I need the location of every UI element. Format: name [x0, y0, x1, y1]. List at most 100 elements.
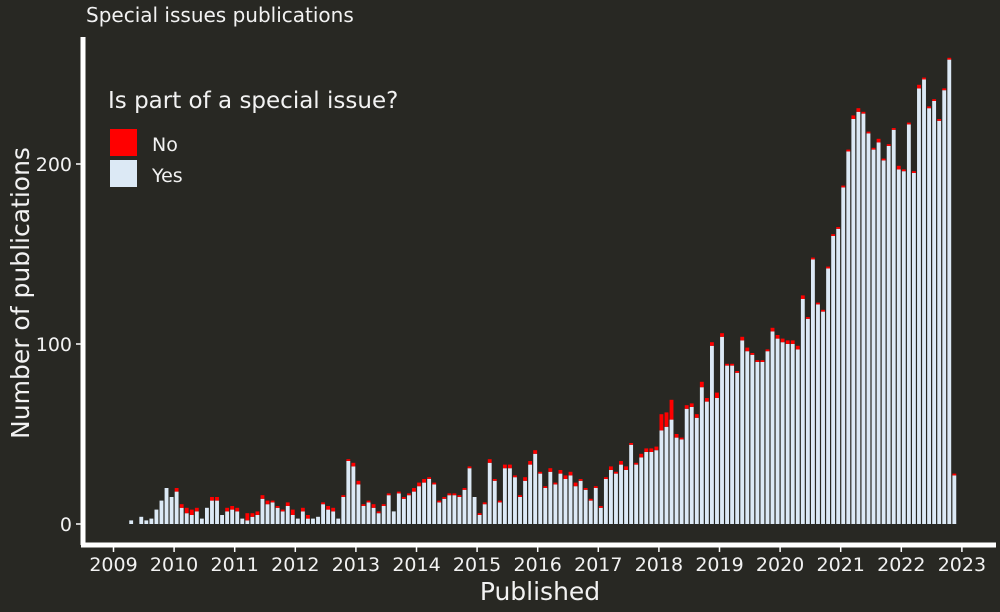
bar-no: [442, 497, 447, 499]
x-tick-label: 2011: [211, 554, 259, 576]
bar-no: [654, 446, 659, 451]
bar-yes: [674, 437, 679, 524]
bar-no: [376, 511, 381, 514]
bar-no: [715, 392, 719, 398]
bar-yes: [427, 479, 432, 524]
y-tick-label: 0: [60, 514, 72, 536]
bar-no: [230, 506, 235, 510]
bar-no: [811, 257, 815, 260]
x-axis-label: Published: [480, 577, 600, 606]
bar-no: [659, 414, 664, 431]
bar-yes: [614, 473, 618, 524]
bar-no: [912, 171, 916, 173]
bar-yes: [144, 520, 149, 524]
bar-no: [285, 502, 290, 506]
bar-yes: [583, 489, 588, 524]
bar-yes: [861, 113, 866, 524]
bar-no: [260, 495, 265, 499]
bar-yes: [250, 516, 255, 524]
bar-no: [548, 468, 553, 472]
bar-no: [730, 363, 735, 366]
bar-no: [189, 509, 194, 515]
bars-layer: [129, 57, 957, 525]
bar-yes: [401, 498, 406, 524]
bar-no: [407, 493, 411, 496]
bar-no: [300, 507, 305, 512]
bar-yes: [800, 299, 805, 524]
bar-no: [871, 147, 876, 150]
bar-yes: [311, 518, 315, 524]
bar-yes: [260, 498, 265, 524]
x-tick-label: 2020: [756, 554, 804, 576]
bar-no: [543, 486, 548, 488]
bar-no: [821, 309, 825, 312]
x-tick-label: 2023: [938, 554, 986, 576]
bar-yes: [184, 513, 189, 524]
bar-no: [482, 502, 487, 505]
y-tick-label: 200: [36, 154, 72, 176]
bar-yes: [886, 146, 891, 524]
bar-yes: [285, 506, 290, 524]
legend-label-yes: Yes: [151, 165, 183, 187]
bar-no: [326, 506, 331, 510]
bar-yes: [467, 468, 472, 524]
bar-yes: [745, 351, 750, 524]
x-tick-label: 2019: [695, 554, 743, 576]
bar-no: [846, 149, 851, 152]
bar-yes: [689, 407, 694, 524]
bar-no: [780, 338, 785, 343]
bar-yes: [341, 497, 346, 524]
x-tick-label: 2010: [150, 554, 198, 576]
bar-yes: [371, 507, 376, 524]
bar-no: [917, 84, 921, 89]
bar-yes: [876, 142, 881, 524]
y-tick-label: 100: [36, 334, 72, 356]
x-tick-label: 2013: [332, 554, 380, 576]
bar-yes: [856, 111, 861, 525]
bar-yes: [492, 480, 497, 524]
bar-no: [432, 482, 437, 485]
bar-no: [906, 122, 911, 125]
bar-no: [225, 507, 230, 512]
bar-no: [624, 466, 628, 470]
bar-yes: [472, 497, 477, 524]
bar-yes: [381, 506, 386, 524]
bar-yes: [740, 340, 745, 524]
bar-no: [321, 502, 325, 505]
bar-yes: [129, 520, 134, 524]
legend-title: Is part of a special issue?: [108, 88, 398, 114]
bar-yes: [821, 311, 825, 524]
bar-no: [750, 353, 755, 355]
bar-yes: [396, 493, 401, 524]
bar-no: [760, 360, 765, 362]
bar-yes: [235, 511, 240, 524]
bar-no: [396, 491, 401, 494]
bar-no: [826, 266, 830, 269]
bar-no: [876, 138, 881, 143]
bar-no: [720, 333, 724, 337]
bar-yes: [664, 426, 669, 524]
bar-yes: [836, 228, 841, 525]
bar-yes: [149, 518, 154, 524]
bar-no: [215, 497, 219, 501]
bar-no: [765, 349, 770, 352]
bar-no: [366, 500, 371, 503]
bar-yes: [164, 488, 169, 524]
bar-yes: [639, 457, 644, 524]
x-tick-label: 2016: [514, 554, 562, 576]
bar-no: [381, 504, 386, 506]
bar-no: [250, 513, 255, 517]
bar-yes: [543, 488, 548, 524]
bar-yes: [255, 515, 260, 524]
bar-no: [467, 466, 472, 469]
bar-yes: [947, 59, 952, 524]
bar-no: [553, 482, 558, 485]
bar-yes: [442, 498, 447, 524]
chart-title: Special issues publications: [86, 3, 354, 27]
bar-no: [568, 471, 573, 476]
bar-no: [573, 482, 578, 487]
bar-yes: [891, 129, 896, 525]
bar-yes: [775, 338, 780, 524]
bar-yes: [816, 304, 820, 524]
bar-no: [704, 398, 709, 402]
